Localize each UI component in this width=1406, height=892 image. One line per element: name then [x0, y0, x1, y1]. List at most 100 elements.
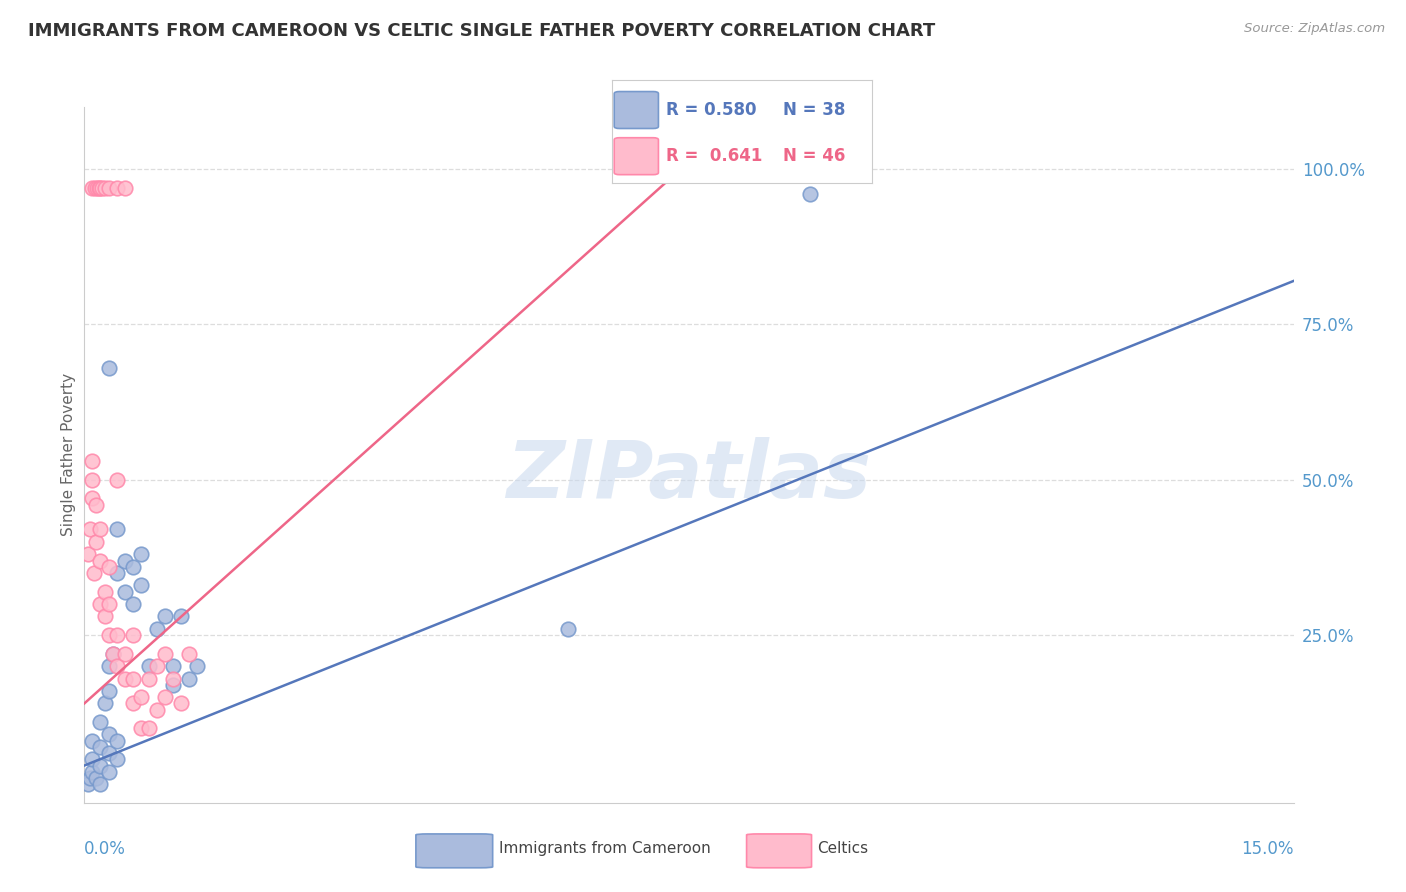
Point: [129, 721, 152, 735]
Point: [557, 622, 579, 636]
Point: [153, 609, 176, 624]
Text: IMMIGRANTS FROM CAMEROON VS CELTIC SINGLE FATHER POVERTY CORRELATION CHART: IMMIGRANTS FROM CAMEROON VS CELTIC SINGL…: [28, 22, 935, 40]
Point: [86, 534, 108, 549]
Point: [114, 584, 136, 599]
Text: R =  0.641: R = 0.641: [666, 147, 762, 165]
Point: [121, 628, 143, 642]
Point: [79, 523, 101, 537]
Point: [91, 181, 114, 195]
Point: [77, 777, 100, 791]
Point: [129, 690, 152, 705]
FancyBboxPatch shape: [614, 137, 658, 175]
Y-axis label: Single Father Poverty: Single Father Poverty: [60, 374, 76, 536]
Point: [86, 181, 108, 195]
Point: [162, 672, 184, 686]
Point: [170, 697, 193, 711]
Point: [97, 559, 120, 574]
Point: [77, 547, 100, 561]
Point: [97, 746, 120, 760]
Point: [105, 181, 128, 195]
Point: [179, 672, 201, 686]
Point: [121, 597, 143, 611]
Point: [138, 672, 160, 686]
Point: [105, 659, 128, 673]
Text: 0.0%: 0.0%: [84, 840, 127, 858]
Point: [82, 733, 104, 747]
Point: [97, 727, 120, 741]
Point: [97, 659, 120, 673]
Text: Celtics: Celtics: [817, 841, 869, 856]
Text: 15.0%: 15.0%: [1241, 840, 1294, 858]
Point: [82, 181, 104, 195]
Point: [129, 547, 152, 561]
Point: [87, 181, 110, 195]
Point: [93, 609, 115, 624]
Point: [105, 523, 128, 537]
Point: [86, 498, 108, 512]
Point: [153, 647, 176, 661]
Point: [121, 672, 143, 686]
Point: [89, 714, 111, 729]
Point: [105, 566, 128, 580]
Point: [105, 628, 128, 642]
Point: [138, 721, 160, 735]
Text: R = 0.580: R = 0.580: [666, 101, 756, 119]
Point: [89, 597, 111, 611]
Point: [86, 771, 108, 785]
Point: [82, 752, 104, 766]
Point: [89, 739, 111, 754]
Point: [129, 578, 152, 592]
Point: [89, 523, 111, 537]
Point: [89, 777, 111, 791]
Point: [83, 181, 105, 195]
Point: [121, 697, 143, 711]
Point: [121, 559, 143, 574]
Point: [105, 752, 128, 766]
FancyBboxPatch shape: [416, 834, 492, 868]
Point: [82, 764, 104, 779]
Point: [105, 733, 128, 747]
Point: [89, 181, 111, 195]
Point: [101, 647, 124, 661]
Point: [179, 647, 201, 661]
Point: [146, 659, 169, 673]
Point: [97, 628, 120, 642]
Point: [162, 678, 184, 692]
Point: [93, 181, 115, 195]
Point: [162, 659, 184, 673]
Point: [82, 473, 104, 487]
Point: [82, 454, 104, 468]
Text: Source: ZipAtlas.com: Source: ZipAtlas.com: [1244, 22, 1385, 36]
Point: [93, 584, 115, 599]
Point: [79, 771, 101, 785]
Point: [146, 703, 169, 717]
Point: [114, 672, 136, 686]
Text: Immigrants from Cameroon: Immigrants from Cameroon: [499, 841, 710, 856]
Point: [97, 764, 120, 779]
Point: [97, 684, 120, 698]
Point: [83, 566, 105, 580]
Point: [97, 361, 120, 376]
Point: [138, 659, 160, 673]
Point: [82, 491, 104, 506]
FancyBboxPatch shape: [747, 834, 811, 868]
FancyBboxPatch shape: [614, 92, 658, 128]
Point: [170, 609, 193, 624]
Point: [799, 187, 821, 202]
Point: [97, 597, 120, 611]
Point: [89, 758, 111, 772]
Text: N = 46: N = 46: [783, 147, 845, 165]
Point: [97, 181, 120, 195]
Text: N = 38: N = 38: [783, 101, 845, 119]
Point: [114, 553, 136, 567]
Point: [101, 647, 124, 661]
Point: [93, 697, 115, 711]
Point: [105, 473, 128, 487]
Point: [153, 690, 176, 705]
Point: [114, 647, 136, 661]
Point: [146, 622, 169, 636]
Text: ZIPatlas: ZIPatlas: [506, 437, 872, 515]
Point: [89, 553, 111, 567]
Point: [114, 181, 136, 195]
Point: [186, 659, 208, 673]
